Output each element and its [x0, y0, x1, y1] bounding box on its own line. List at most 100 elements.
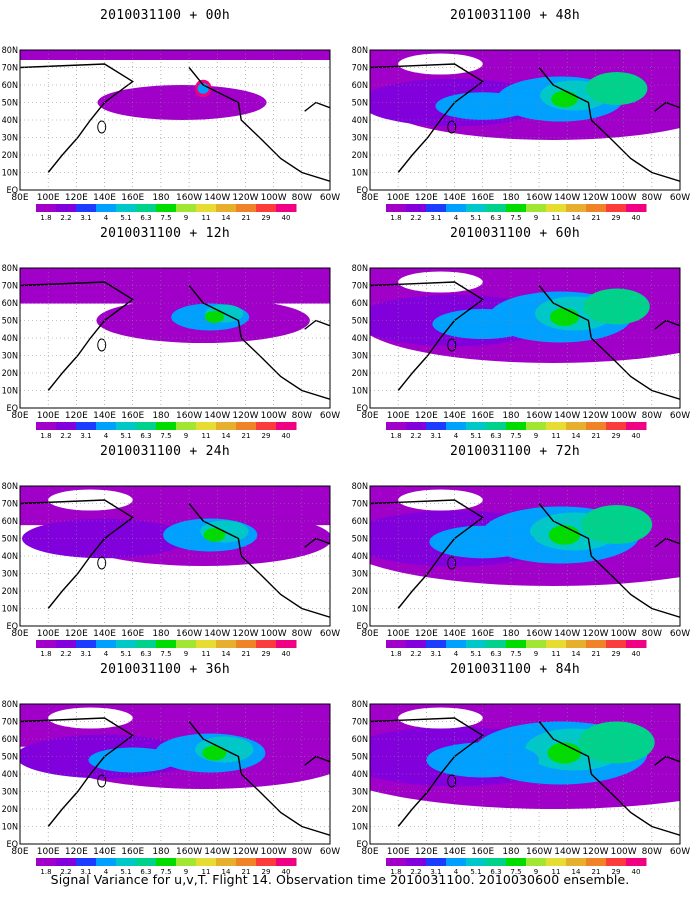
lat-label: 40N — [2, 770, 18, 780]
colorbar-label: 6.3 — [140, 868, 151, 876]
lon-label: 100W — [261, 847, 287, 857]
lat-label: 80N — [352, 700, 368, 710]
lat-label: 30N — [352, 134, 368, 144]
lat-label: 10N — [2, 169, 18, 179]
lon-label: 180 — [502, 411, 519, 421]
lat-label: 70N — [352, 718, 368, 728]
colorbar-swatch — [626, 422, 647, 430]
colorbar-label: 2.2 — [410, 432, 421, 440]
lon-label: 60W — [670, 411, 690, 421]
coastline — [188, 721, 330, 836]
colorbar-label: 4 — [104, 868, 109, 876]
lon-label: 140E — [443, 411, 466, 421]
colorbar-label: 21 — [242, 214, 251, 222]
lat-label: 30N — [352, 352, 368, 362]
colorbar-label: 29 — [612, 432, 621, 440]
colorbar-label: 5.1 — [120, 214, 131, 222]
panel-title: 2010031100 + 60h — [449, 226, 581, 241]
lon-label: 100E — [387, 847, 410, 857]
lon-label: 100W — [611, 847, 637, 857]
lat-label: 80N — [352, 46, 368, 56]
coastline — [97, 120, 107, 134]
colorbar-label: 21 — [592, 432, 601, 440]
variance-core-east — [585, 72, 648, 105]
colorbar-swatch — [216, 640, 237, 648]
colorbar-swatch — [216, 858, 237, 866]
colorbar-swatch — [466, 858, 487, 866]
colorbar-label: 40 — [282, 432, 291, 440]
lon-label: 80W — [642, 193, 662, 203]
colorbar-swatch — [426, 204, 447, 212]
coastline — [304, 101, 330, 112]
lon-label: 140W — [204, 411, 230, 421]
coastline — [97, 774, 107, 788]
colorbar-label: 7.5 — [510, 432, 521, 440]
panel-title: 2010031100 + 36h — [99, 662, 231, 677]
lat-label: 30N — [2, 134, 18, 144]
colorbar-swatch — [386, 858, 407, 866]
lon-label: 160E — [471, 847, 494, 857]
lon-label: 160W — [526, 411, 552, 421]
lon-label: 100W — [611, 629, 637, 639]
colorbar-label: 6.3 — [490, 432, 501, 440]
lat-label: 80N — [2, 264, 18, 274]
map-panel: 2010031100 + 84h 80N 70N 60N 50N 40N 30N 20N 10N… — [350, 662, 691, 878]
lon-label: 120W — [582, 411, 608, 421]
lon-label: 100E — [37, 847, 60, 857]
map-frame — [369, 49, 681, 191]
colorbar-swatch — [506, 422, 527, 430]
variance-core-east — [580, 505, 653, 544]
lon-label: 60W — [320, 847, 340, 857]
lon-label: 140E — [443, 193, 466, 203]
variance-max — [548, 525, 581, 545]
lon-label: 120W — [582, 847, 608, 857]
coastline — [447, 338, 457, 352]
map-frame — [19, 267, 331, 409]
colorbar-label: 3.1 — [80, 868, 91, 876]
panel-title: 2010031100 + 12h — [99, 226, 231, 241]
lat-label: 50N — [352, 535, 368, 545]
lon-label: 100W — [611, 193, 637, 203]
colorbar-swatch — [586, 858, 607, 866]
lon-label: 120E — [65, 193, 88, 203]
lat-label: 50N — [2, 317, 18, 327]
coastline — [654, 101, 680, 112]
lon-label: 80E — [361, 193, 378, 203]
colorbar-swatch — [386, 422, 407, 430]
lat-label: 60N — [2, 517, 18, 527]
colorbar-label: 29 — [612, 868, 621, 876]
coastline — [538, 503, 680, 618]
colorbar-swatch — [626, 204, 647, 212]
lon-label: 60W — [670, 847, 690, 857]
colorbar-swatch — [176, 204, 197, 212]
colorbar-swatch — [626, 858, 647, 866]
colorbar-swatch — [426, 640, 447, 648]
lon-label: 180 — [152, 193, 169, 203]
lon-label: 100E — [387, 193, 410, 203]
colorbar-label: 14 — [222, 432, 231, 440]
colorbar-swatch — [156, 204, 177, 212]
lon-label: 140E — [93, 411, 116, 421]
colorbar-label: 11 — [552, 432, 561, 440]
shading-layer — [370, 486, 680, 618]
lon-label: 120E — [415, 193, 438, 203]
colorbar-swatch — [236, 422, 257, 430]
lat-label: 30N — [2, 788, 18, 798]
lat-label: EQ — [7, 404, 19, 414]
lon-label: 80E — [361, 847, 378, 857]
colorbar-label: 21 — [242, 650, 251, 658]
colorbar-swatch — [546, 640, 567, 648]
coastline — [538, 285, 680, 400]
lat-label: 70N — [2, 500, 18, 510]
lon-label: 160W — [176, 629, 202, 639]
lat-label: 50N — [2, 535, 18, 545]
lat-label: EQ — [7, 840, 19, 850]
colorbar-swatch — [96, 422, 117, 430]
lat-label: 50N — [2, 99, 18, 109]
colorbar-label: 11 — [552, 650, 561, 658]
colorbar-swatch — [386, 640, 407, 648]
lat-label: 30N — [352, 570, 368, 580]
colorbar-swatch — [276, 858, 297, 866]
colorbar-swatch — [586, 640, 607, 648]
